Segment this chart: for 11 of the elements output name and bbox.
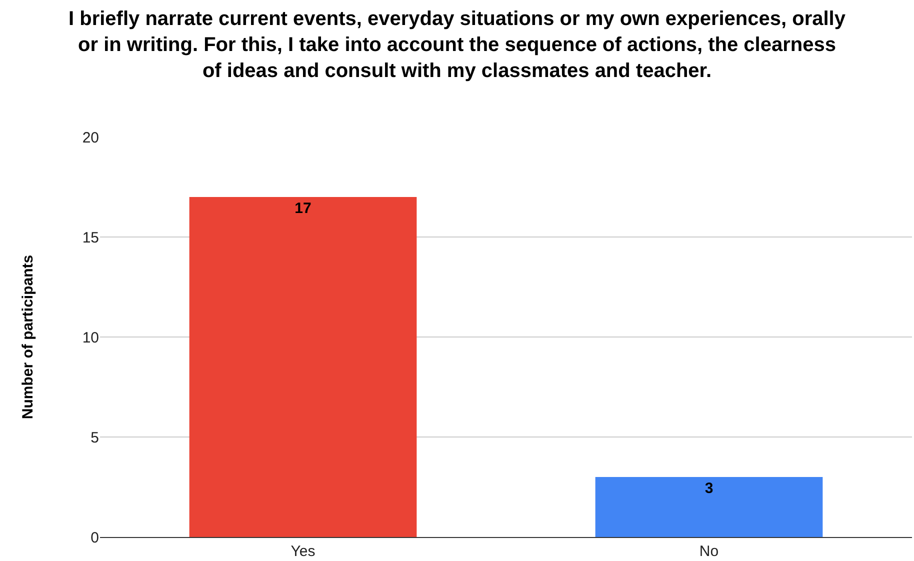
x-tick-label: Yes	[290, 543, 316, 560]
y-axis-title: Number of participants	[20, 254, 37, 420]
y-tick-label: 0	[90, 529, 99, 546]
x-tick-label: No	[699, 543, 719, 560]
y-tick-label: 20	[82, 129, 99, 146]
y-tick-label: 5	[90, 429, 99, 446]
data-label: 3	[704, 480, 714, 497]
data-label: 17	[294, 200, 312, 217]
y-tick-label: 10	[82, 329, 99, 346]
y-tick-label: 15	[82, 229, 99, 246]
chart-title: I briefly narrate current events, everyday situations or my own experiences, orally or in writing. For this, I take into account the sequence of actions, the clearness of ideas and consult with my classmates and teacher.	[68, 8, 846, 82]
